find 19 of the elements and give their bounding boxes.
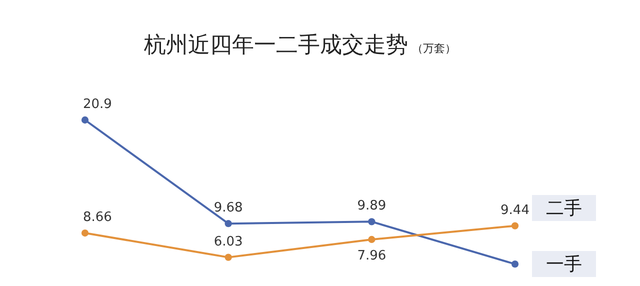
series-label: 二手	[546, 198, 582, 219]
data-label: 9.89	[357, 198, 386, 214]
series-label: 一手	[546, 254, 582, 275]
point	[511, 222, 519, 230]
data-label: 9.68	[214, 200, 243, 216]
data-label: 9.44	[500, 202, 530, 218]
data-label: 6.03	[214, 234, 243, 250]
point	[81, 229, 89, 237]
point	[511, 260, 519, 268]
data-label: 7.96	[357, 248, 386, 264]
point	[81, 116, 89, 124]
data-label: 20.9	[83, 97, 112, 112]
point	[368, 236, 376, 244]
chart-title: 杭州近四年一二手成交走势	[143, 33, 408, 58]
chart-subtitle: （万套）	[412, 42, 456, 55]
data-label: 8.66	[83, 210, 112, 226]
point	[224, 220, 232, 228]
point	[368, 218, 376, 226]
point	[224, 254, 232, 261]
